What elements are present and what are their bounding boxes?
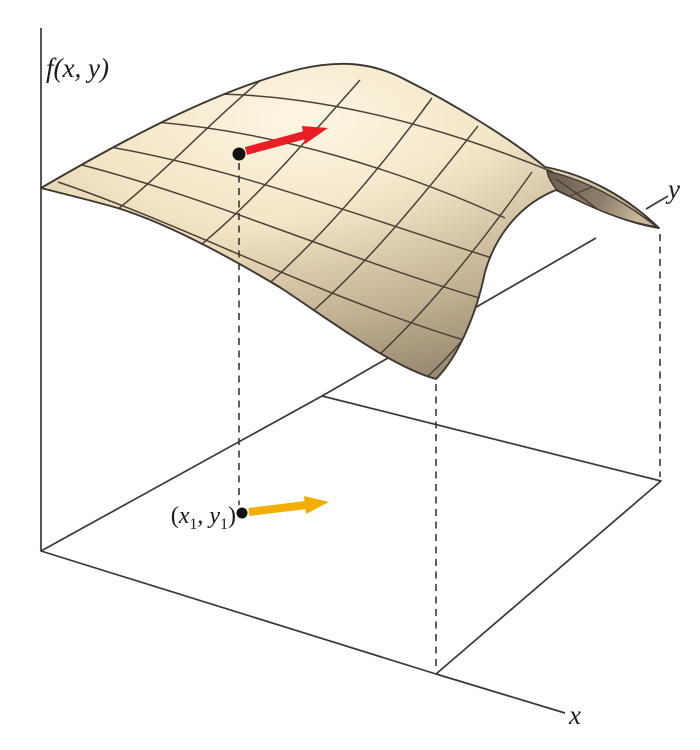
surface-mesh xyxy=(57,73,554,377)
y-axis-label: y xyxy=(665,174,680,204)
base-point-dot xyxy=(236,507,248,519)
fold-underside xyxy=(546,170,658,228)
red-arrow-shaft xyxy=(244,131,307,155)
base-direction-arrow xyxy=(248,496,329,516)
surface-direction-arrow xyxy=(244,126,328,155)
yellow-arrow-shaft xyxy=(248,501,307,516)
surface xyxy=(40,62,660,380)
surface-point-dot xyxy=(232,147,246,161)
base-plane xyxy=(40,395,662,675)
base-plane-quad xyxy=(40,395,662,675)
dashed-guides xyxy=(238,163,661,670)
z-axis-label: f(x, y) xyxy=(46,53,109,83)
x-axis-label: x xyxy=(568,700,581,730)
red-arrow-head xyxy=(302,126,328,144)
y-axis-segment-2 xyxy=(645,195,669,210)
surface-shading xyxy=(41,63,659,379)
yellow-arrow-head xyxy=(304,496,329,514)
base-point-label: (x1, y1) xyxy=(171,503,236,533)
x-axis xyxy=(435,673,566,714)
